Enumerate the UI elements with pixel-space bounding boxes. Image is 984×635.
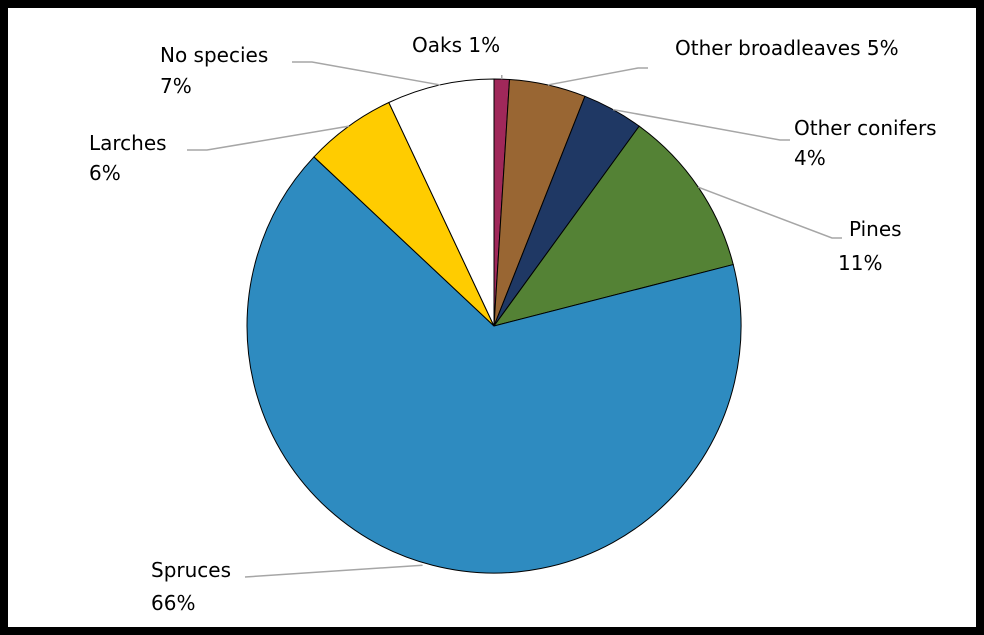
leader-line-spruces [244,564,423,578]
slice-label-larches: Larches 6% [89,131,167,185]
slice-label-value: 7% [160,74,192,98]
leader-line-other-broadleaves [547,67,648,86]
leader-line-other-conifers [612,108,790,141]
slice-label-value: 6% [89,161,121,185]
leader-line-pines [698,186,842,239]
slice-label-name: Other conifers [794,116,937,140]
slice-label-name: Larches [89,131,167,155]
slice-label-other-conifers: Other conifers 4% [794,116,937,170]
slice-label-name: Spruces [151,558,231,582]
slice-label-value: 4% [794,146,826,170]
pie-slice-no-species [388,78,495,327]
slice-label-oaks: Oaks 1% [412,33,500,57]
leader-line-no-species [292,61,441,86]
slice-label-name: Pines [849,217,902,241]
slice-label-name: Oaks 1% [412,33,500,57]
pie-slices [246,78,742,574]
leader-line-larches [187,125,349,151]
pie-slice-spruces [246,156,742,574]
slice-label-no-species: No species 7% [160,43,268,98]
slice-label-name: Other broadleaves 5% [675,36,899,60]
slice-label-value: 11% [838,251,882,275]
slice-label-other-broadleaves: Other broadleaves 5% [675,36,899,60]
slice-label-name: No species [160,43,268,67]
slice-label-value: 66% [151,591,195,615]
leader-lines [187,61,842,578]
slice-label-pines: Pines 11% [838,217,902,275]
slice-label-spruces: Spruces 66% [151,558,231,615]
